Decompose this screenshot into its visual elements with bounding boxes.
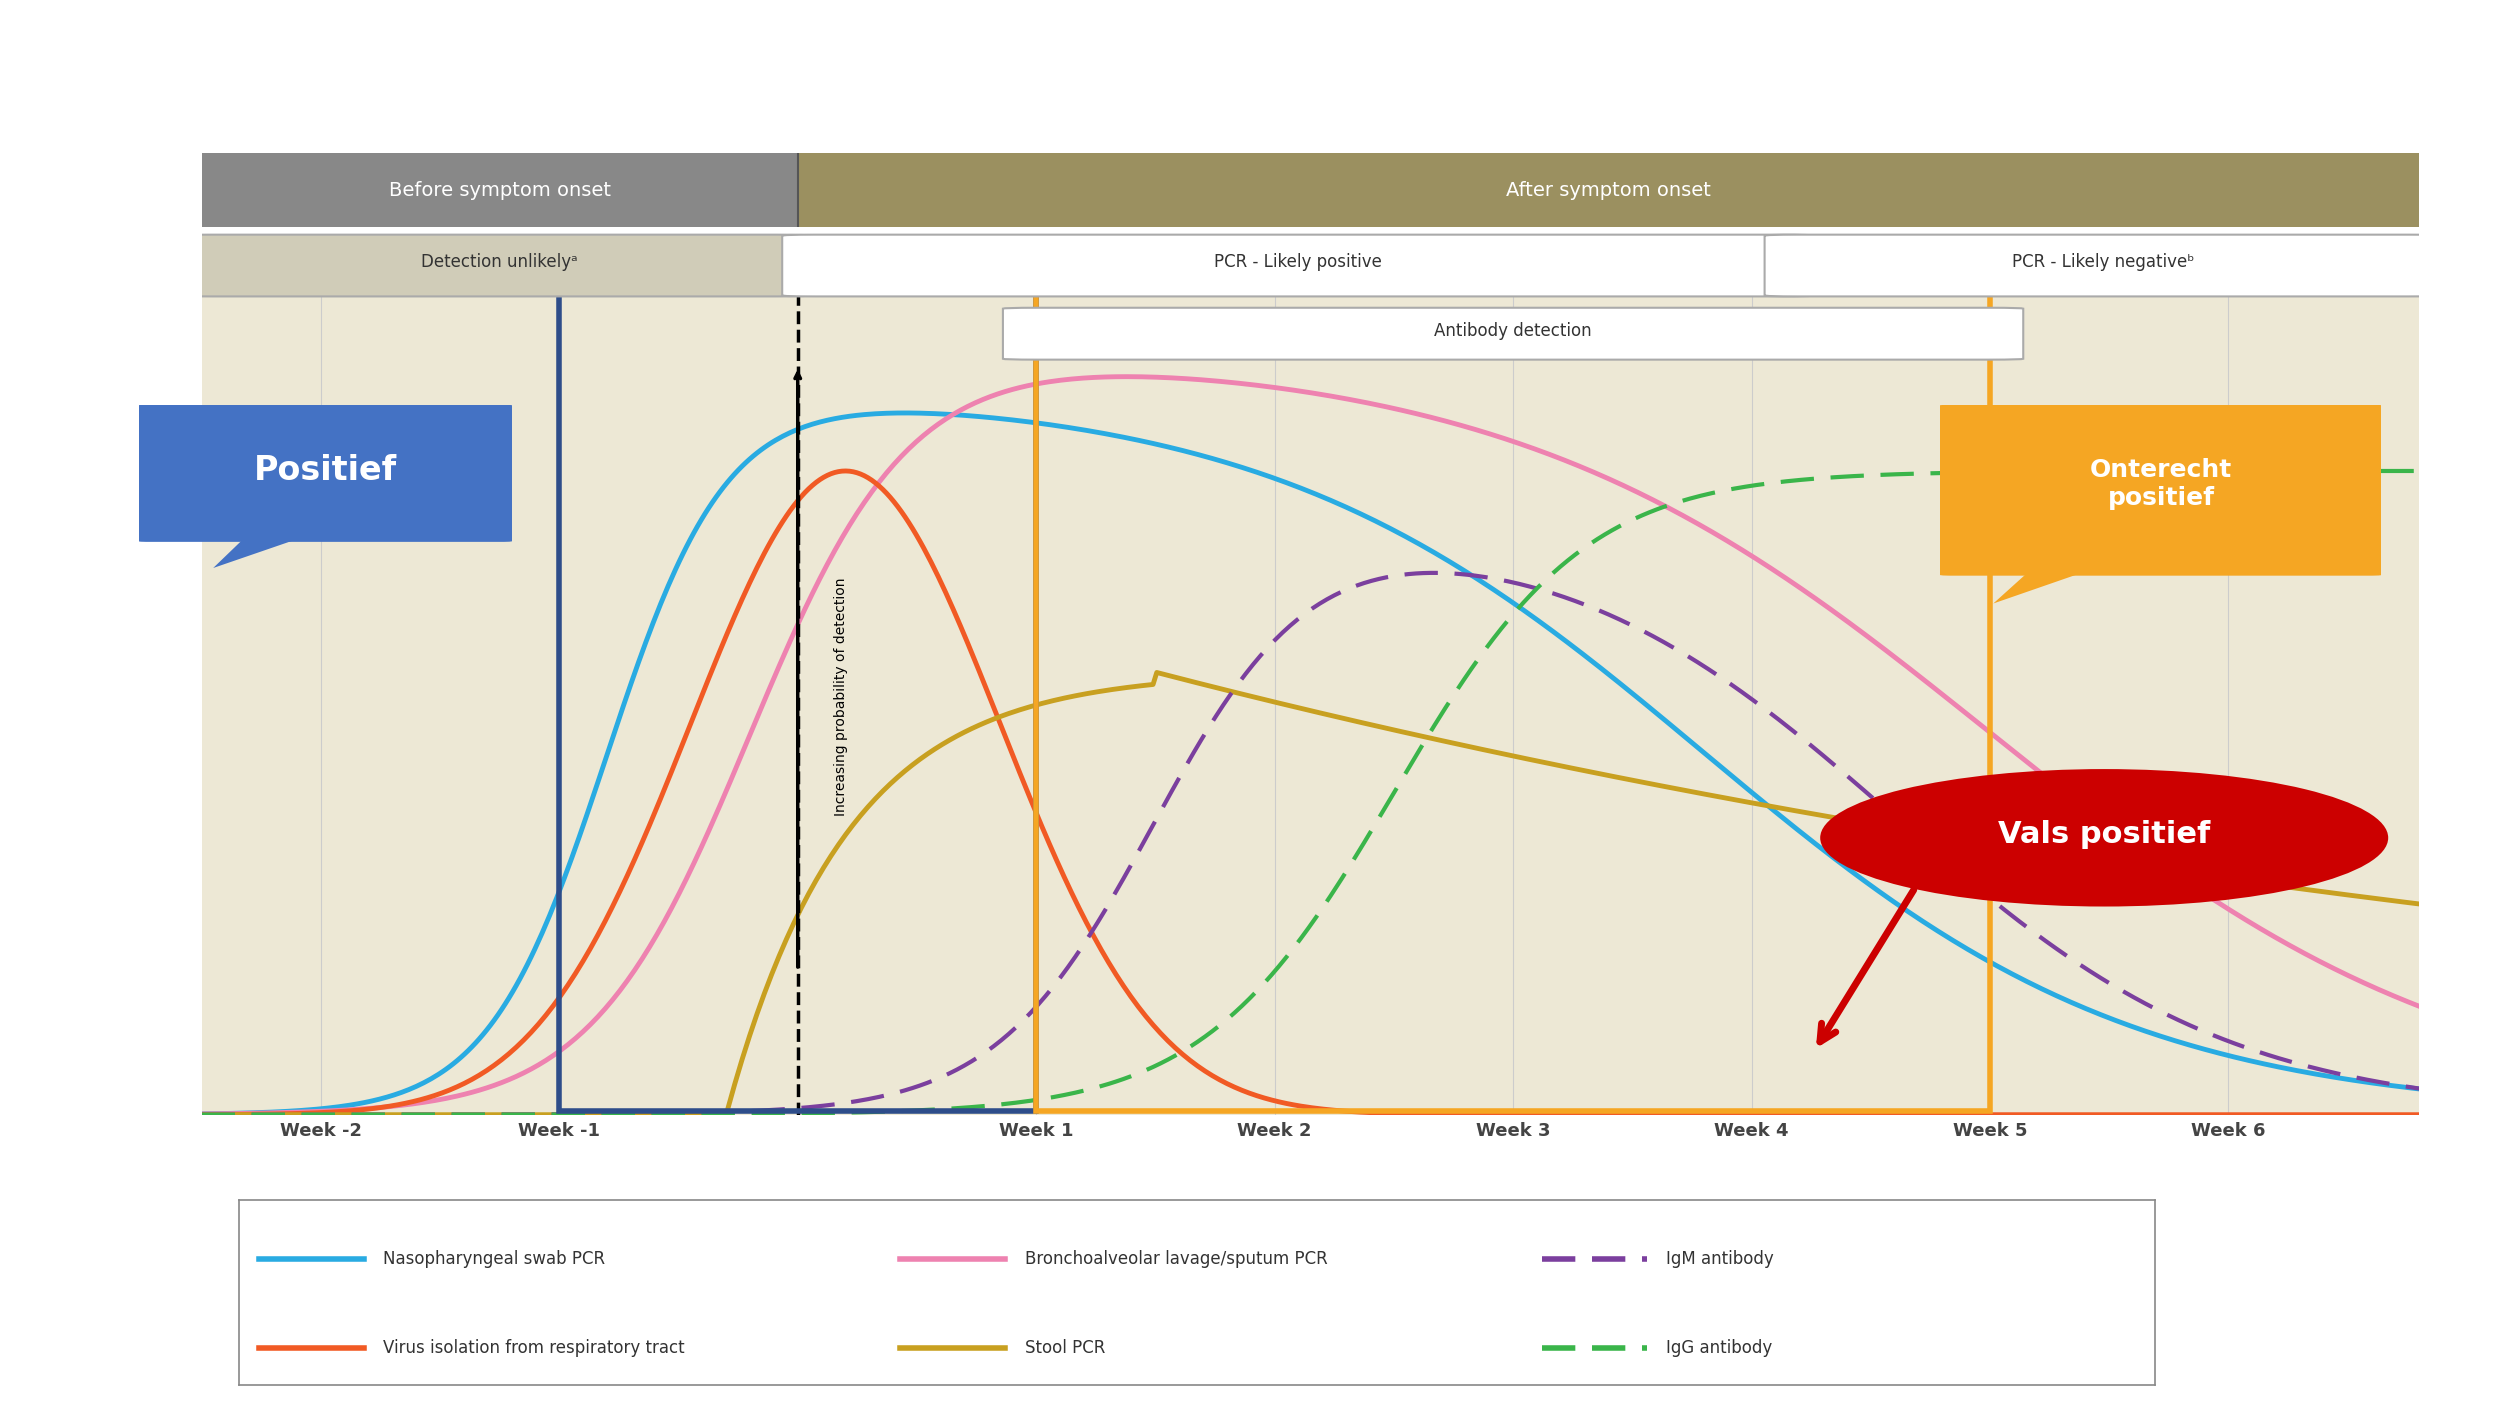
Ellipse shape <box>1819 770 2389 906</box>
Text: IgM antibody: IgM antibody <box>1666 1250 1774 1268</box>
Point <box>348 1339 378 1356</box>
Point <box>348 1251 378 1268</box>
Text: Bronchoalveolar lavage/sputum PCR: Bronchoalveolar lavage/sputum PCR <box>1026 1250 1328 1268</box>
Bar <box>202 153 799 227</box>
Point <box>885 1251 915 1268</box>
Text: IgG antibody: IgG antibody <box>1666 1339 1772 1356</box>
FancyBboxPatch shape <box>781 234 1814 297</box>
Point <box>244 1339 275 1356</box>
FancyBboxPatch shape <box>1923 405 2399 575</box>
Text: PCR - Likely negativeᵇ: PCR - Likely negativeᵇ <box>2011 253 2195 271</box>
Polygon shape <box>1993 564 2107 604</box>
Bar <box>799 153 2419 227</box>
Bar <box>1036 274 1991 1110</box>
Text: PCR - Likely positive: PCR - Likely positive <box>1215 253 1381 271</box>
FancyBboxPatch shape <box>123 405 527 542</box>
Text: Detection unlikelyᵃ: Detection unlikelyᵃ <box>421 253 577 271</box>
Point <box>1527 1251 1557 1268</box>
Text: Antibody detection: Antibody detection <box>1434 322 1593 339</box>
Text: Positief: Positief <box>255 453 396 487</box>
FancyBboxPatch shape <box>1764 234 2442 297</box>
Point <box>990 1251 1021 1268</box>
Text: After symptom onset: After symptom onset <box>1507 180 1711 200</box>
Point <box>990 1339 1021 1356</box>
Text: Symptom onset: Symptom onset <box>711 1223 885 1242</box>
Point <box>885 1339 915 1356</box>
Text: Virus isolation from respiratory tract: Virus isolation from respiratory tract <box>383 1339 685 1356</box>
Text: Increasing probability of detection: Increasing probability of detection <box>834 577 847 815</box>
Text: Stool PCR: Stool PCR <box>1026 1339 1104 1356</box>
Point <box>1527 1339 1557 1356</box>
Text: Before symptom onset: Before symptom onset <box>388 180 610 200</box>
Point <box>1633 1339 1663 1356</box>
Bar <box>559 274 1036 1110</box>
Polygon shape <box>214 532 318 568</box>
Point <box>244 1251 275 1268</box>
Text: Vals positief: Vals positief <box>1998 821 2210 849</box>
Text: Onterecht
positief: Onterecht positief <box>2089 459 2233 510</box>
Text: Nasopharyngeal swab PCR: Nasopharyngeal swab PCR <box>383 1250 605 1268</box>
Point <box>1633 1251 1663 1268</box>
FancyBboxPatch shape <box>179 234 809 297</box>
FancyBboxPatch shape <box>1003 308 2024 359</box>
